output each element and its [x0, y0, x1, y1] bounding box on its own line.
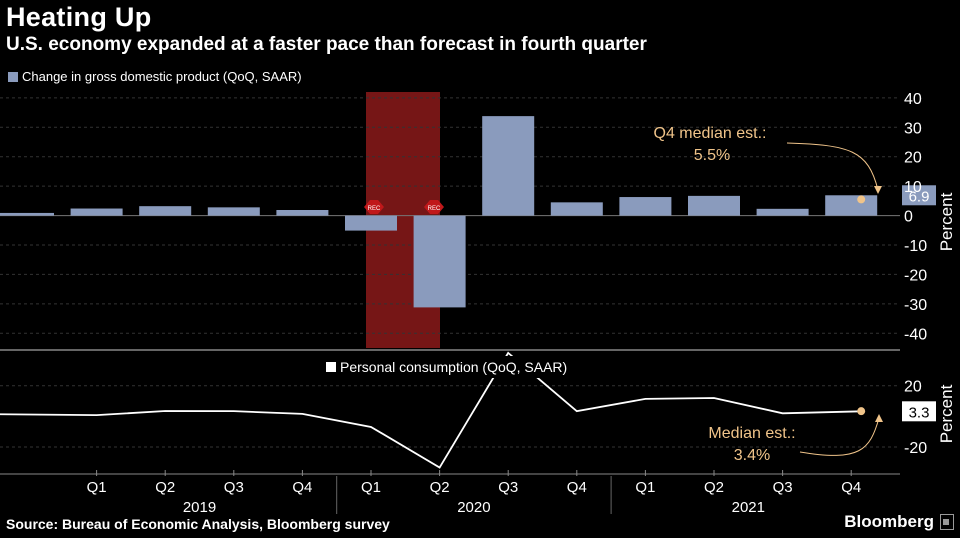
x-quarter-label: Q1	[635, 479, 655, 496]
x-quarter-label: Q1	[87, 479, 107, 496]
gdp-bar	[619, 197, 672, 216]
gdp-legend-label: Change in gross domestic product (QoQ, S…	[22, 69, 302, 84]
gdp-annotation-arrowhead	[874, 186, 882, 194]
gdp-annotation-line2: 5.5%	[694, 147, 730, 164]
gdp-legend-swatch	[8, 72, 18, 82]
gdp-ytick-label: 10	[904, 179, 922, 196]
consumption-estimate-marker	[857, 407, 866, 416]
consumption-legend-swatch	[326, 362, 336, 372]
consumption-annotation-arrowhead	[875, 414, 883, 422]
gdp-bar	[70, 208, 123, 216]
gdp-last-value-box	[902, 185, 936, 206]
consumption-ylabel: Percent	[937, 384, 956, 443]
consumption-annotation-arrow	[799, 417, 880, 456]
x-year-label: 2019	[183, 499, 216, 516]
x-quarter-label: Q3	[773, 479, 793, 496]
x-quarter-label: Q2	[430, 479, 450, 496]
gdp-ytick-label: -40	[904, 326, 927, 343]
recession-marker-2-label: REC	[428, 206, 441, 212]
x-year-label: 2020	[457, 499, 490, 516]
chart-subtitle: U.S. economy expanded at a faster pace t…	[6, 34, 647, 55]
bloomberg-logo: Bloomberg	[844, 512, 954, 532]
gdp-ytick-label: -30	[904, 297, 927, 314]
gdp-bar	[825, 195, 878, 216]
gdp-bar	[756, 208, 809, 216]
gdp-ytick-label: 30	[904, 120, 922, 137]
brand-text: Bloomberg	[844, 512, 934, 531]
x-quarter-label: Q2	[704, 479, 724, 496]
gdp-ytick-label: -10	[904, 238, 927, 255]
gdp-bar	[345, 215, 397, 231]
consumption-legend-box	[320, 356, 578, 378]
consumption-last-value-box	[902, 401, 936, 422]
recession-marker-1-label: REC	[368, 206, 381, 212]
gdp-ytick-label: 0	[904, 209, 913, 226]
gdp-annotation-arrow	[786, 142, 879, 191]
gdp-bar	[0, 212, 54, 216]
gdp-bar	[550, 202, 603, 216]
recession-marker-1: REC	[364, 200, 384, 214]
consumption-ytick-label: -20	[904, 440, 927, 457]
recession-marker-2: REC	[424, 200, 444, 214]
gdp-bar	[139, 206, 192, 216]
gdp-bar	[688, 195, 740, 216]
gdp-bar	[207, 207, 260, 216]
gdp-bar	[413, 215, 466, 308]
gdp-bar	[482, 116, 535, 216]
source-note: Source: Bureau of Economic Analysis, Blo…	[6, 516, 390, 532]
gdp-last-value-label: 6.9	[909, 188, 930, 205]
chart-title: Heating Up	[6, 2, 152, 32]
gdp-estimate-marker	[857, 195, 866, 204]
consumption-last-value-label: 3.3	[909, 404, 930, 421]
x-quarter-label: Q4	[841, 479, 861, 496]
gdp-ytick-label: 40	[904, 91, 922, 108]
gdp-annotation-line1: Q4 median est.:	[654, 125, 767, 142]
x-quarter-label: Q3	[498, 479, 518, 496]
x-quarter-label: Q4	[292, 479, 312, 496]
x-quarter-label: Q1	[361, 479, 381, 496]
gdp-ytick-label: -20	[904, 267, 927, 284]
consumption-ytick-label: 20	[904, 379, 922, 396]
gdp-ytick-label: 20	[904, 150, 922, 167]
bloomberg-terminal-icon	[940, 514, 954, 530]
consumption-legend-label: Personal consumption (QoQ, SAAR)	[340, 359, 567, 375]
gdp-bar	[276, 209, 329, 216]
consumption-annotation-line1: Median est.:	[708, 425, 795, 442]
consumption-annotation-line2: 3.4%	[734, 447, 770, 464]
x-year-label: 2021	[732, 499, 765, 516]
x-quarter-label: Q3	[224, 479, 244, 496]
gdp-ylabel: Percent	[937, 192, 956, 251]
x-quarter-label: Q4	[567, 479, 587, 496]
x-quarter-label: Q2	[155, 479, 175, 496]
